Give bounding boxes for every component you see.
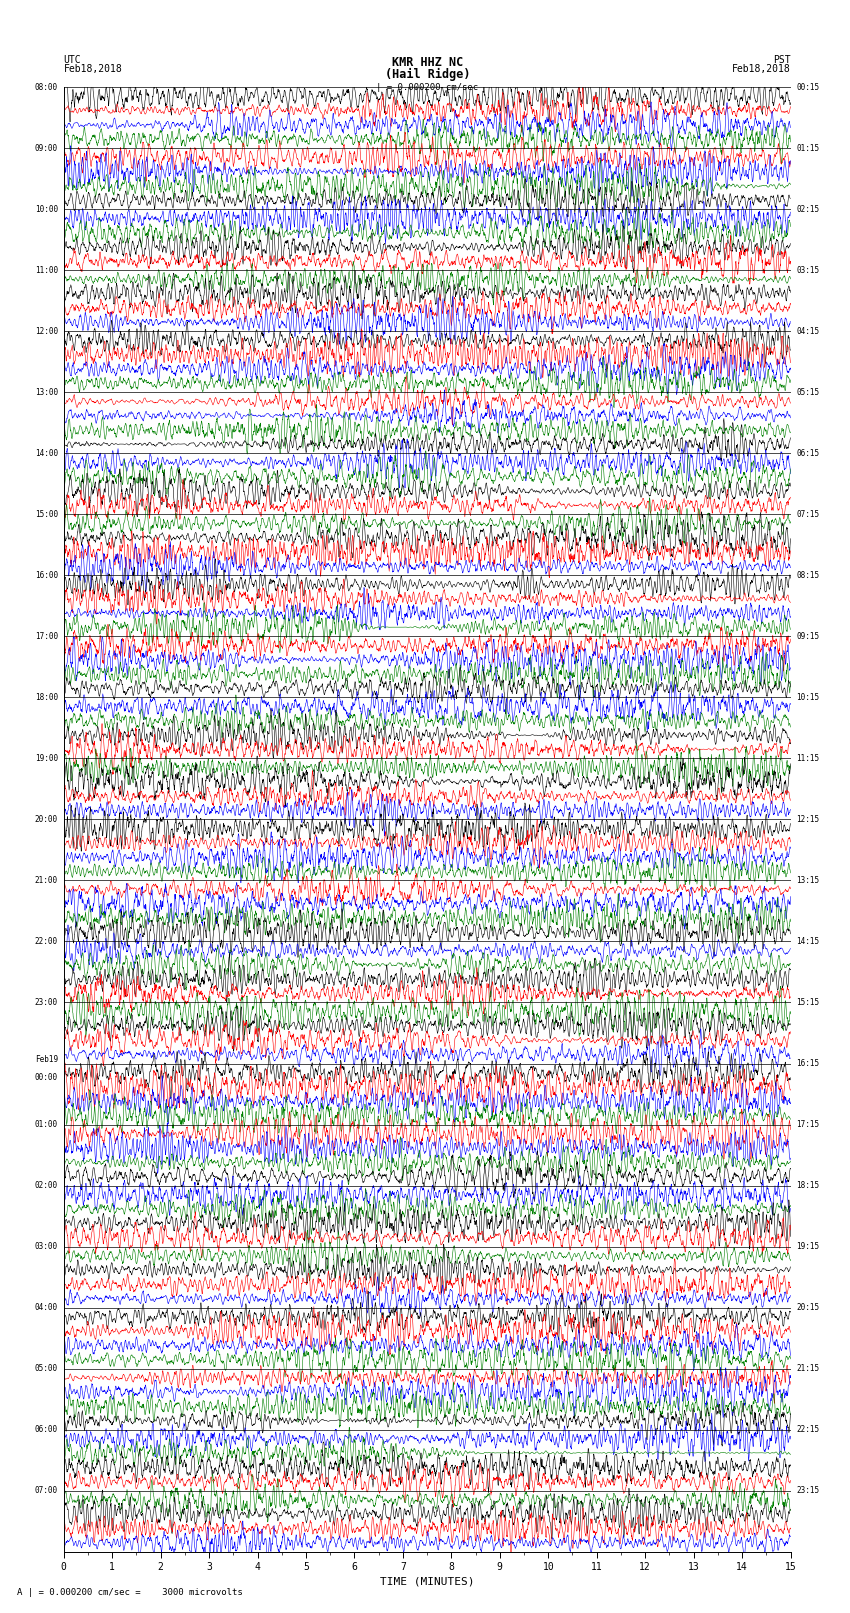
Text: 08:00: 08:00 bbox=[35, 82, 58, 92]
Text: 19:15: 19:15 bbox=[796, 1242, 819, 1252]
Text: 00:00: 00:00 bbox=[35, 1073, 58, 1082]
Text: UTC: UTC bbox=[64, 55, 82, 65]
Text: 07:00: 07:00 bbox=[35, 1486, 58, 1495]
Text: 00:15: 00:15 bbox=[796, 82, 819, 92]
Text: 12:15: 12:15 bbox=[796, 815, 819, 824]
Text: 03:15: 03:15 bbox=[796, 266, 819, 274]
Text: 10:00: 10:00 bbox=[35, 205, 58, 213]
Text: 17:15: 17:15 bbox=[796, 1119, 819, 1129]
Text: 18:00: 18:00 bbox=[35, 694, 58, 702]
Text: 08:15: 08:15 bbox=[796, 571, 819, 579]
Text: A | = 0.000200 cm/sec =    3000 microvolts: A | = 0.000200 cm/sec = 3000 microvolts bbox=[17, 1587, 243, 1597]
Text: 06:15: 06:15 bbox=[796, 448, 819, 458]
Text: 05:00: 05:00 bbox=[35, 1365, 58, 1373]
Text: 03:00: 03:00 bbox=[35, 1242, 58, 1252]
Text: 02:00: 02:00 bbox=[35, 1181, 58, 1190]
Text: 12:00: 12:00 bbox=[35, 327, 58, 336]
Text: PST: PST bbox=[773, 55, 790, 65]
Text: 04:00: 04:00 bbox=[35, 1303, 58, 1311]
Text: 04:15: 04:15 bbox=[796, 327, 819, 336]
Text: 01:15: 01:15 bbox=[796, 144, 819, 153]
Text: 11:00: 11:00 bbox=[35, 266, 58, 274]
Text: 14:00: 14:00 bbox=[35, 448, 58, 458]
Text: 23:00: 23:00 bbox=[35, 998, 58, 1007]
Text: 01:00: 01:00 bbox=[35, 1119, 58, 1129]
Text: 09:00: 09:00 bbox=[35, 144, 58, 153]
Text: 15:00: 15:00 bbox=[35, 510, 58, 519]
Text: 10:15: 10:15 bbox=[796, 694, 819, 702]
Text: 14:15: 14:15 bbox=[796, 937, 819, 945]
Text: 18:15: 18:15 bbox=[796, 1181, 819, 1190]
Text: 07:15: 07:15 bbox=[796, 510, 819, 519]
X-axis label: TIME (MINUTES): TIME (MINUTES) bbox=[380, 1576, 474, 1586]
Text: Feb18,2018: Feb18,2018 bbox=[64, 65, 122, 74]
Text: KMR HHZ NC: KMR HHZ NC bbox=[392, 56, 463, 69]
Text: 21:15: 21:15 bbox=[796, 1365, 819, 1373]
Text: 20:00: 20:00 bbox=[35, 815, 58, 824]
Text: 13:15: 13:15 bbox=[796, 876, 819, 886]
Text: 21:00: 21:00 bbox=[35, 876, 58, 886]
Text: 23:15: 23:15 bbox=[796, 1486, 819, 1495]
Text: 15:15: 15:15 bbox=[796, 998, 819, 1007]
Text: 09:15: 09:15 bbox=[796, 632, 819, 640]
Text: 11:15: 11:15 bbox=[796, 753, 819, 763]
Text: 22:15: 22:15 bbox=[796, 1426, 819, 1434]
Text: 13:00: 13:00 bbox=[35, 387, 58, 397]
Text: 05:15: 05:15 bbox=[796, 387, 819, 397]
Text: 19:00: 19:00 bbox=[35, 753, 58, 763]
Text: 16:00: 16:00 bbox=[35, 571, 58, 579]
Text: 02:15: 02:15 bbox=[796, 205, 819, 213]
Text: 06:00: 06:00 bbox=[35, 1426, 58, 1434]
Text: 22:00: 22:00 bbox=[35, 937, 58, 945]
Text: (Hail Ridge): (Hail Ridge) bbox=[385, 68, 470, 81]
Text: 17:00: 17:00 bbox=[35, 632, 58, 640]
Text: Feb18,2018: Feb18,2018 bbox=[732, 65, 791, 74]
Text: Feb19: Feb19 bbox=[35, 1055, 58, 1063]
Text: 16:15: 16:15 bbox=[796, 1060, 819, 1068]
Text: | = 0.000200 cm/sec: | = 0.000200 cm/sec bbox=[377, 82, 479, 92]
Text: 20:15: 20:15 bbox=[796, 1303, 819, 1311]
